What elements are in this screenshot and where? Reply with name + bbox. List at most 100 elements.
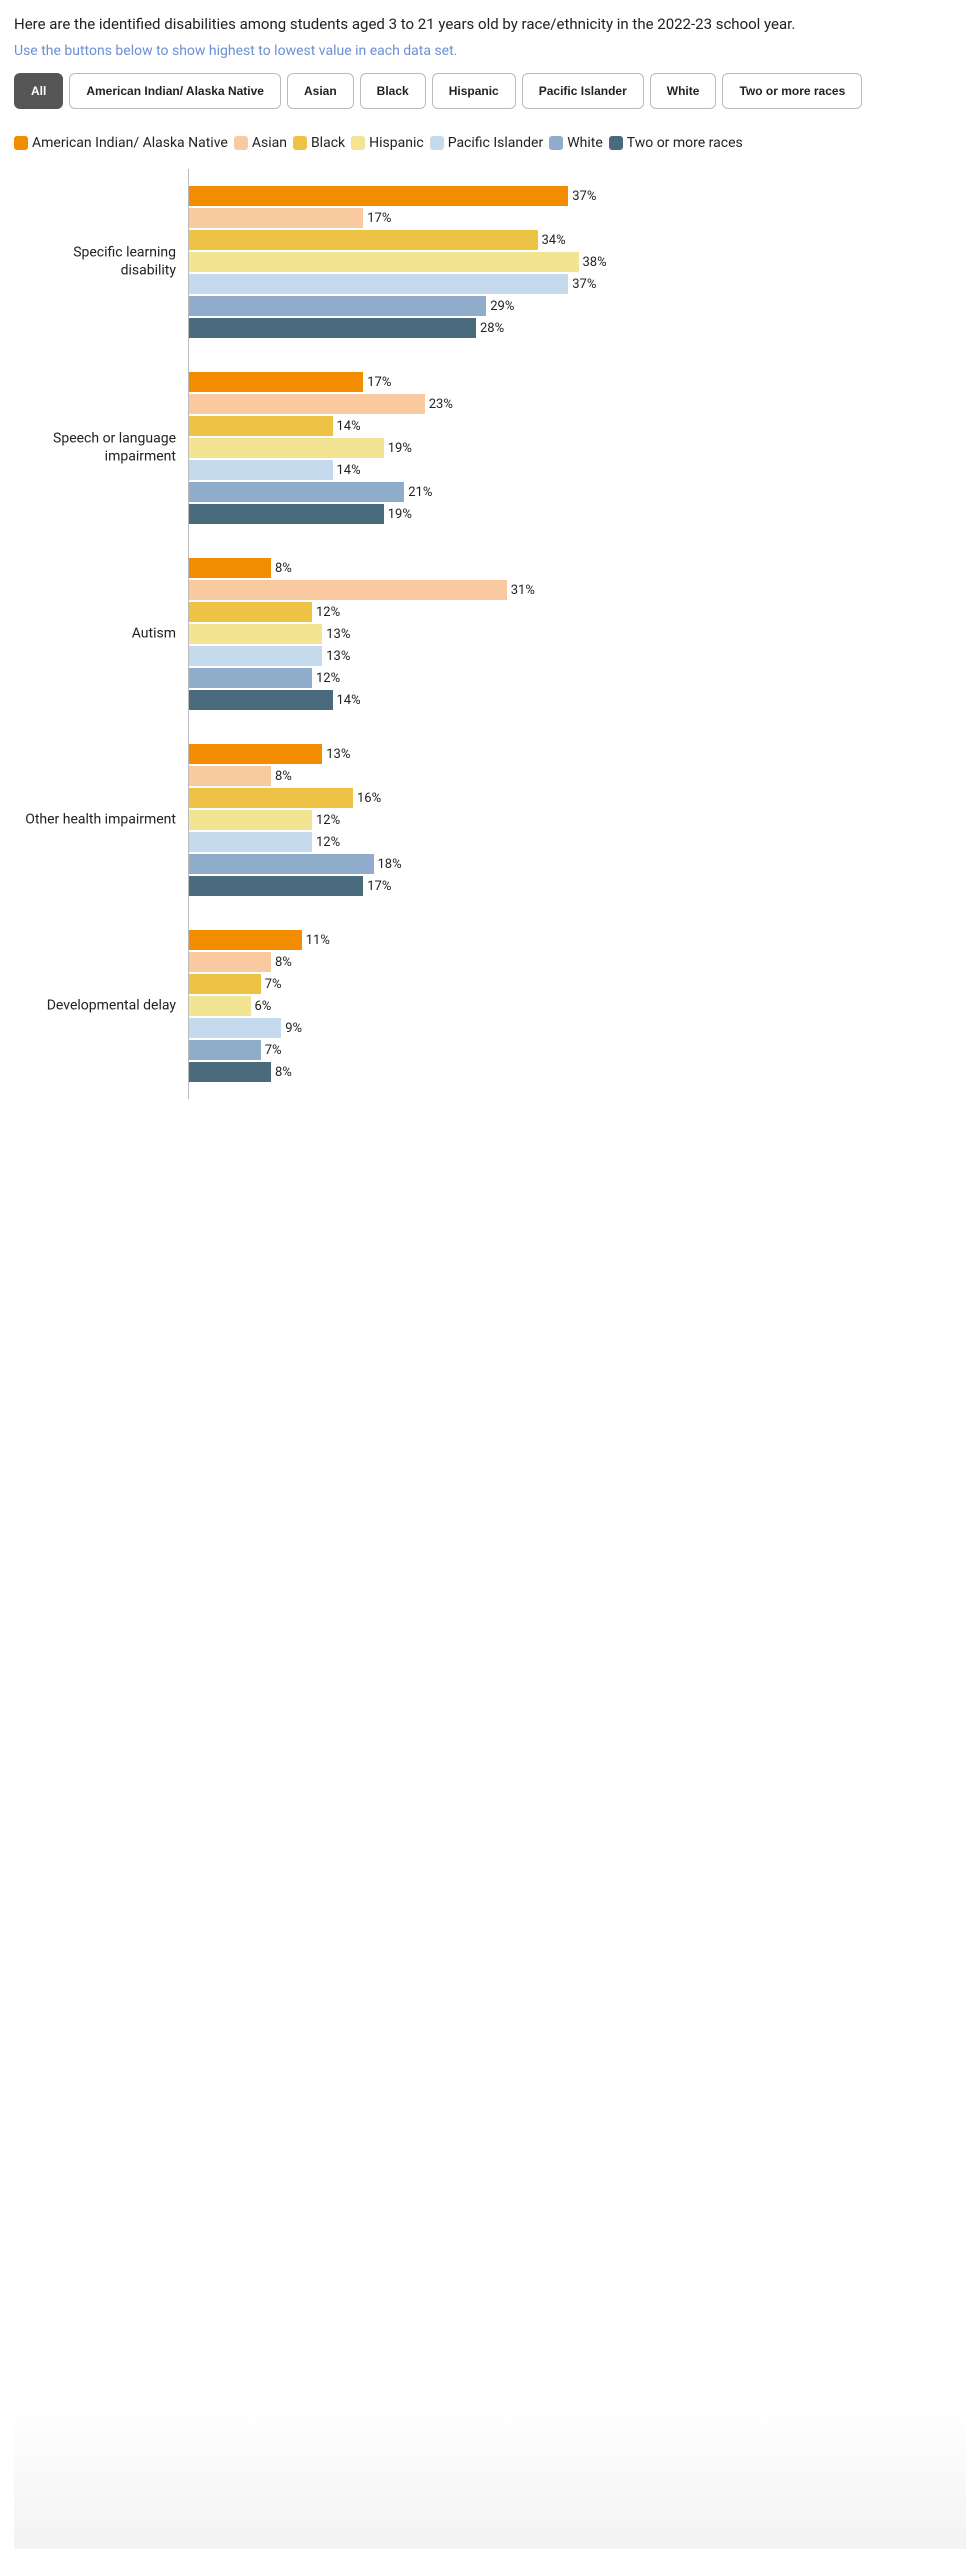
bar-row: 17% <box>189 207 966 229</box>
bar-row: 8% <box>189 1061 966 1083</box>
legend-item: Black <box>293 135 345 151</box>
filter-button[interactable]: White <box>650 73 717 109</box>
bar <box>189 788 353 808</box>
category-label: Other health impairment <box>16 811 176 829</box>
bar-row: 29% <box>189 295 966 317</box>
bar-value-label: 13% <box>326 649 350 664</box>
bar <box>189 1018 281 1038</box>
bar-row: 12% <box>189 809 966 831</box>
legend-item: White <box>549 135 603 151</box>
bar-value-label: 37% <box>572 277 596 292</box>
bar-value-label: 8% <box>275 769 292 784</box>
bar <box>189 624 322 644</box>
bar <box>189 996 251 1016</box>
bar-value-label: 17% <box>367 879 391 894</box>
bar-row: 7% <box>189 973 966 995</box>
bar <box>189 504 384 524</box>
bar-value-label: 29% <box>490 299 514 314</box>
bar-row: 31% <box>189 579 966 601</box>
bar-row: 21% <box>189 481 966 503</box>
filter-button-group: AllAmerican Indian/ Alaska NativeAsianBl… <box>14 73 966 115</box>
bar <box>189 372 363 392</box>
bar-value-label: 8% <box>275 1065 292 1080</box>
bar <box>189 416 333 436</box>
bar <box>189 318 476 338</box>
bar-value-label: 28% <box>480 321 504 336</box>
bar-row: 13% <box>189 645 966 667</box>
bar-row: 9% <box>189 1017 966 1039</box>
bar <box>189 1040 261 1060</box>
bar-row: 14% <box>189 415 966 437</box>
bar-row: 37% <box>189 273 966 295</box>
legend-item: Hispanic <box>351 135 424 151</box>
bar-value-label: 14% <box>337 693 361 708</box>
bar-value-label: 16% <box>357 791 381 806</box>
legend-item: Two or more races <box>609 135 743 151</box>
bar-row: 17% <box>189 371 966 393</box>
filter-button[interactable]: Asian <box>287 73 354 109</box>
filter-button[interactable]: Pacific Islander <box>522 73 644 109</box>
bar-row: 16% <box>189 787 966 809</box>
bottom-spacer <box>14 1099 966 2549</box>
bar-group: 8%31%12%13%13%12%14% <box>189 541 966 727</box>
bar-row: 18% <box>189 853 966 875</box>
bar-value-label: 19% <box>388 441 412 456</box>
legend: American Indian/ Alaska NativeAsianBlack… <box>14 135 966 151</box>
bar-group: 17%23%14%19%14%21%19% <box>189 355 966 541</box>
bar <box>189 766 271 786</box>
category-label: Developmental delay <box>16 997 176 1015</box>
bar-row: 28% <box>189 317 966 339</box>
bar <box>189 646 322 666</box>
bar-row: 12% <box>189 667 966 689</box>
filter-button[interactable]: American Indian/ Alaska Native <box>69 73 281 109</box>
bar-value-label: 7% <box>265 1043 282 1058</box>
legend-swatch <box>234 136 248 150</box>
bar-value-label: 18% <box>378 857 402 872</box>
bar-value-label: 12% <box>316 671 340 686</box>
bar-row: 19% <box>189 437 966 459</box>
bar <box>189 558 271 578</box>
legend-label: Pacific Islander <box>448 135 544 151</box>
bar-row: 11% <box>189 929 966 951</box>
bar <box>189 876 363 896</box>
legend-label: Two or more races <box>627 135 743 151</box>
bar <box>189 252 579 272</box>
bar-value-label: 8% <box>275 955 292 970</box>
bar-value-label: 13% <box>326 627 350 642</box>
bar <box>189 744 322 764</box>
bar <box>189 186 568 206</box>
bar <box>189 668 312 688</box>
instructions-text: Use the buttons below to show highest to… <box>14 43 966 59</box>
bar <box>189 690 333 710</box>
legend-label: Hispanic <box>369 135 424 151</box>
bar <box>189 602 312 622</box>
bar-row: 14% <box>189 689 966 711</box>
bar <box>189 230 538 250</box>
bar <box>189 482 404 502</box>
filter-button[interactable]: Hispanic <box>432 73 516 109</box>
bar-row: 34% <box>189 229 966 251</box>
bar <box>189 580 507 600</box>
bar-group: 13%8%16%12%12%18%17% <box>189 727 966 913</box>
bar-row: 13% <box>189 623 966 645</box>
filter-button[interactable]: Black <box>360 73 426 109</box>
bar-value-label: 17% <box>367 211 391 226</box>
bar-row: 7% <box>189 1039 966 1061</box>
filter-button[interactable]: All <box>14 73 63 109</box>
category-label: Specific learning disability <box>16 245 176 280</box>
bar <box>189 296 486 316</box>
bar-value-label: 38% <box>583 255 607 270</box>
legend-label: American Indian/ Alaska Native <box>32 135 228 151</box>
bar-row: 13% <box>189 743 966 765</box>
bar <box>189 930 302 950</box>
filter-button[interactable]: Two or more races <box>722 73 862 109</box>
category-label: Autism <box>16 625 176 643</box>
bar-value-label: 21% <box>408 485 432 500</box>
y-label-cell: Speech or language impairment <box>14 355 188 541</box>
bar <box>189 438 384 458</box>
bar-value-label: 17% <box>367 375 391 390</box>
y-label-cell: Specific learning disability <box>14 169 188 355</box>
bar-row: 37% <box>189 185 966 207</box>
y-label-cell: Other health impairment <box>14 727 188 913</box>
bar-value-label: 12% <box>316 605 340 620</box>
